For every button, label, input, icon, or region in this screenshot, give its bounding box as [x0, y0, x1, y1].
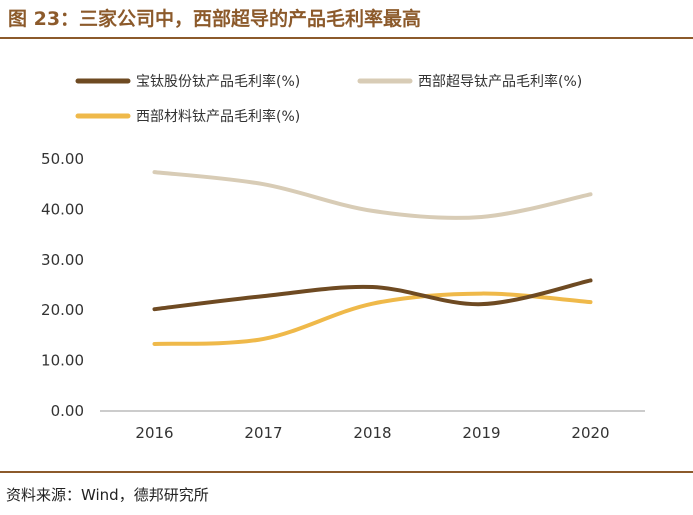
x-tick-label: 2020 [571, 424, 609, 442]
x-tick-label: 2018 [353, 424, 391, 442]
x-tick-label: 2016 [135, 424, 173, 442]
y-tick-label: 20.00 [41, 301, 84, 319]
legend-label: 西部超导钛产品毛利率(%) [418, 73, 582, 90]
legend-label: 宝钛股份钛产品毛利率(%) [136, 73, 300, 90]
y-axis: 0.00 10.00 20.00 30.00 40.00 50.00 [41, 150, 84, 420]
y-tick-label: 0.00 [51, 402, 84, 420]
x-tick-label: 2019 [462, 424, 500, 442]
x-tick-label: 2017 [244, 424, 282, 442]
series-line-2 [152, 170, 593, 220]
series-line-3 [152, 291, 593, 346]
source-note: 资料来源：Wind，德邦研究所 [6, 486, 209, 504]
bottom-divider [0, 471, 693, 473]
legend-label: 西部材料钛产品毛利率(%) [136, 108, 300, 125]
y-tick-label: 30.00 [41, 251, 84, 269]
legend: 宝钛股份钛产品毛利率(%) 西部超导钛产品毛利率(%) 西部材料钛产品毛利率(%) [75, 73, 582, 125]
line-chart: 宝钛股份钛产品毛利率(%) 西部超导钛产品毛利率(%)西部材料钛产品毛利率(%) … [41, 73, 645, 442]
series-line-1 [152, 278, 593, 312]
chart-title: 图 23：三家公司中，西部超导的产品毛利率最高 [8, 8, 422, 30]
plot-area [152, 170, 593, 346]
y-tick-label: 10.00 [41, 352, 84, 370]
top-divider [0, 37, 693, 39]
y-tick-label: 50.00 [41, 150, 84, 168]
x-axis: 2016 2017 2018 2019 2020 [100, 410, 645, 442]
y-tick-label: 40.00 [41, 200, 84, 218]
